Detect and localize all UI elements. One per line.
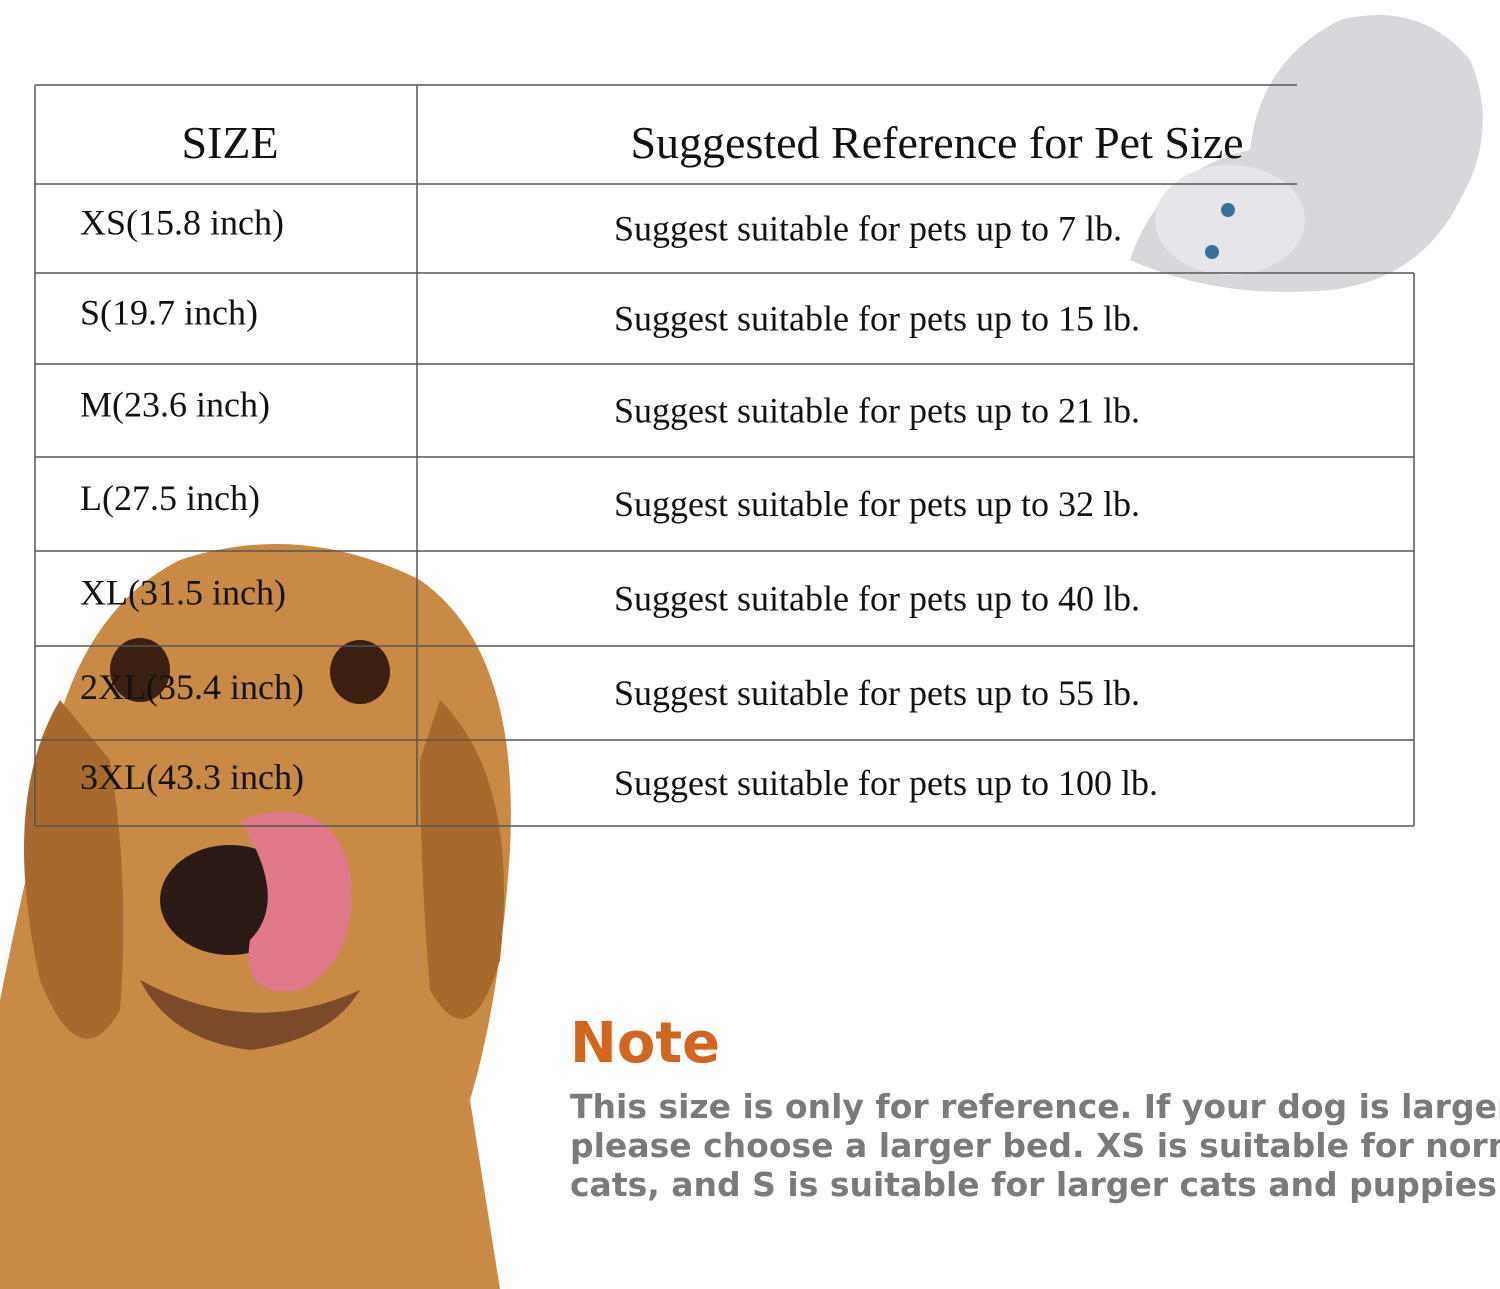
reference-cell: Suggest suitable for pets up to 55 lb. (614, 673, 1140, 713)
size-cell: M(23.6 inch) (80, 385, 270, 425)
size-cell: S(19.7 inch) (80, 293, 258, 333)
note: Note This size is only for reference. If… (570, 1011, 1500, 1204)
size-cell: XL(31.5 inch) (80, 573, 286, 613)
size-cell: 3XL(43.3 inch) (80, 757, 304, 797)
note-line: cats, and S is suitable for larger cats … (570, 1165, 1500, 1204)
reference-cell: Suggest suitable for pets up to 40 lb. (614, 579, 1140, 619)
size-cell: 2XL(35.4 inch) (80, 667, 304, 707)
header-reference: Suggested Reference for Pet Size (630, 117, 1243, 168)
note-title: Note (570, 1011, 720, 1076)
dog-illustration (0, 544, 511, 1289)
reference-cell: Suggest suitable for pets up to 32 lb. (614, 484, 1140, 524)
reference-cell: Suggest suitable for pets up to 15 lb. (614, 299, 1140, 339)
note-line: This size is only for reference. If your… (570, 1087, 1500, 1126)
size-cell: L(27.5 inch) (80, 478, 260, 518)
reference-cell: Suggest suitable for pets up to 7 lb. (614, 209, 1122, 249)
note-text: This size is only for reference. If your… (570, 1087, 1500, 1204)
note-line: please choose a larger bed. XS is suitab… (570, 1126, 1500, 1165)
reference-cell: Suggest suitable for pets up to 100 lb. (614, 763, 1158, 803)
size-table: SIZE Suggested Reference for Pet Size XS… (34, 84, 1415, 827)
cat-illustration (1130, 15, 1483, 292)
reference-cell: Suggest suitable for pets up to 21 lb. (614, 391, 1140, 431)
size-cell: XS(15.8 inch) (80, 203, 284, 243)
header-size: SIZE (181, 117, 278, 168)
